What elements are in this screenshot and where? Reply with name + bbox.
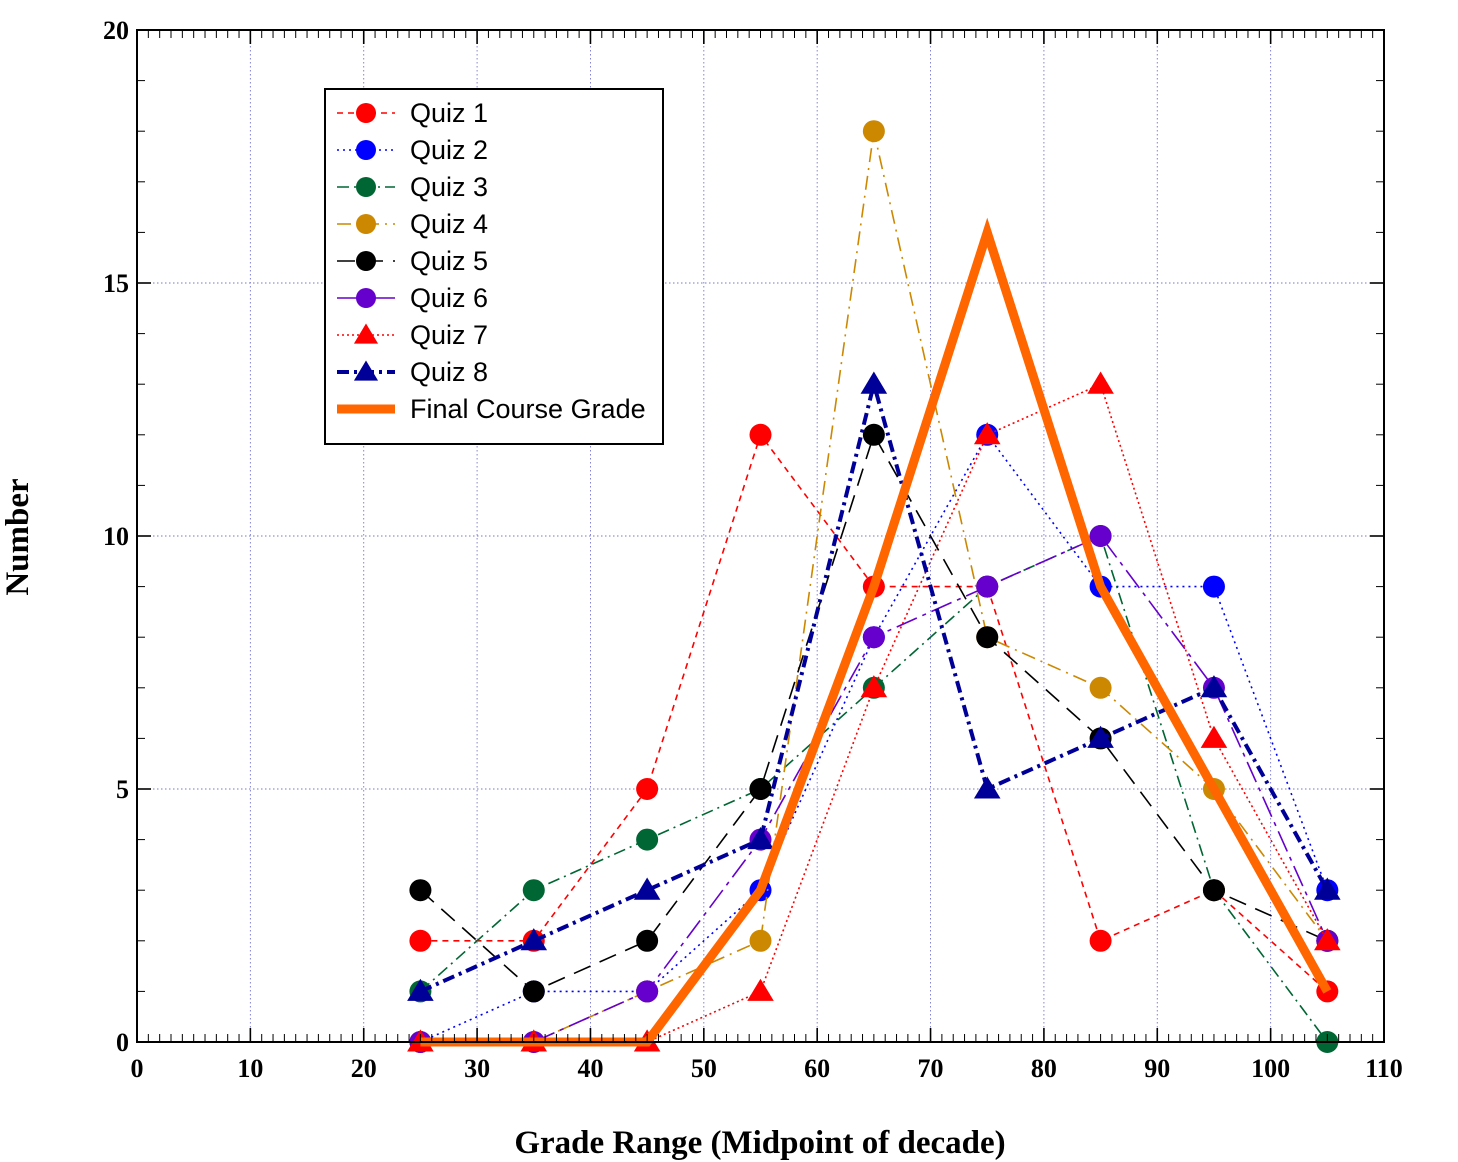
legend-label: Quiz 8 [410,357,488,387]
data-point [409,879,432,902]
legend-item: Quiz 2 [337,135,488,165]
data-point [862,120,885,143]
series-quiz-2 [409,423,1339,1053]
legend-item: Quiz 8 [337,357,488,387]
series-quiz-8 [407,371,1341,1001]
series-quiz-7 [407,371,1341,1052]
legend: Quiz 1 Quiz 2 Quiz 3 Quiz 4 Quiz 5 Quiz 6 Quiz… [324,88,664,445]
x-tick-label: 10 [237,1054,263,1083]
legend-marker [356,288,376,308]
data-point [636,929,659,952]
legend-marker [356,214,376,234]
tick-labels: 0 10 20 30 40 50 60 70 80 90 100 110 0 5 10 15 20 [103,16,1403,1083]
x-tick-label: 80 [1031,1054,1057,1083]
data-point [1089,525,1112,547]
data-point [860,371,888,394]
series-line [420,433,1328,992]
data-point [973,776,1001,799]
legend-item: Quiz 5 [337,246,488,276]
series-line [420,433,1329,1043]
data-point [1087,371,1114,394]
data-point [636,828,659,851]
x-tick-label: 90 [1144,1054,1170,1083]
legend-label: Quiz 3 [410,172,488,202]
legend-box [324,88,664,445]
data-point [633,877,661,900]
data-point [520,928,548,951]
data-point [1202,575,1225,598]
x-tick-label: 110 [1365,1054,1403,1083]
data-point [522,980,545,1003]
legend-marker [353,323,379,344]
data-point [749,929,772,952]
data-point [1314,928,1341,951]
legend-label: Quiz 7 [410,320,488,350]
data-point [407,978,434,1001]
legend-label: Quiz 4 [410,209,488,239]
data-point [636,778,659,800]
data-point [749,423,772,446]
legend-label: Quiz 6 [410,283,488,313]
data-point [1202,879,1225,902]
legend-item: Quiz 4 [337,209,488,239]
series-line [419,376,1330,994]
data-point [860,675,888,698]
data-point [636,980,659,1003]
data-point [862,423,885,446]
data-point [973,422,1001,445]
legend-marker [356,140,376,160]
data-point [1087,725,1114,748]
data-point [522,879,545,902]
y-axis-title: Number [0,478,36,595]
legend-marker [356,251,376,271]
data-point [1200,675,1228,698]
x-tick-label: 30 [464,1054,490,1083]
x-tick-label: 20 [351,1054,377,1083]
legend-label: Final Course Grade [410,394,646,424]
data-point [409,929,432,952]
data-point [747,826,774,850]
x-tick-label: 0 [131,1054,144,1083]
legend-item: Quiz 3 [337,172,488,202]
legend-item: Final Course Grade [337,394,646,424]
x-axis-title: Grade Range (Midpoint of decade) [514,1125,1005,1161]
x-tick-label: 50 [691,1054,717,1083]
data-point [747,978,774,1001]
data-point [976,626,999,649]
legend-item: Quiz 1 [337,98,488,128]
series-quiz-1 [409,423,1339,1003]
x-tick-label: 100 [1251,1054,1290,1083]
y-tick-label: 0 [116,1028,129,1057]
data-point [1200,725,1228,748]
data-point [1314,877,1341,900]
legend-marker [356,177,376,197]
series-quiz-5 [409,423,1339,1003]
data-point [1089,929,1112,952]
legend-item: Quiz 7 [337,320,488,350]
x-tick-label: 70 [918,1054,944,1083]
data-point [749,778,772,800]
legend-marker [353,360,379,381]
x-tick-label: 60 [804,1054,830,1083]
series-line [420,383,1329,1043]
axes [136,29,1385,1043]
legend-item: Quiz 6 [337,283,488,313]
legend-label: Quiz 2 [410,135,488,165]
data-point [1089,676,1112,699]
y-tick-label: 15 [103,269,129,298]
series-line [419,432,1328,993]
legend-label: Quiz 5 [410,246,488,276]
y-tick-label: 5 [116,775,129,804]
legend-label: Quiz 1 [410,98,488,128]
data-point [976,575,999,598]
y-tick-label: 20 [103,16,129,45]
series-layer [407,120,1341,1053]
x-tick-label: 40 [577,1054,603,1083]
y-tick-label: 10 [103,522,129,551]
data-point [862,626,885,649]
legend-marker [356,103,376,123]
